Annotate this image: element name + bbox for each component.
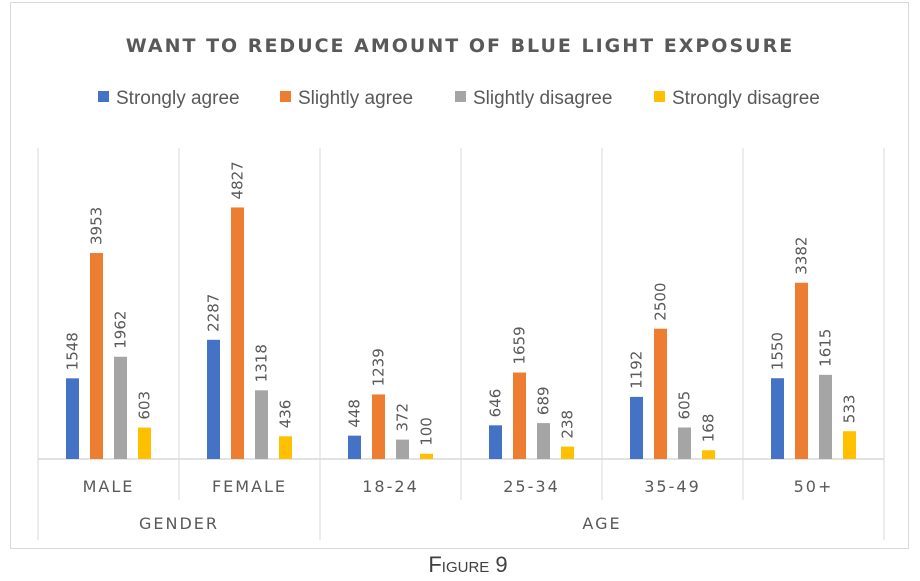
data-label: 238 (559, 410, 577, 439)
category-label: 18-24 (362, 477, 419, 496)
chart-frame (10, 2, 909, 549)
category-label: 25-34 (503, 477, 560, 496)
bar-male-1 (66, 378, 79, 459)
group-labels: GENDER AGE (139, 514, 621, 533)
data-label: 448 (346, 399, 364, 428)
figure-caption: Figure 9 (428, 552, 507, 577)
data-label: 100 (418, 417, 436, 446)
bar-18-24-4 (420, 453, 433, 459)
legend-swatch-4 (654, 91, 665, 102)
bar-18-24-3 (396, 439, 409, 459)
bar-male-4 (138, 427, 151, 459)
category-label: 35-49 (644, 477, 701, 496)
bar-female-4 (279, 436, 292, 459)
category-label: FEMALE (212, 477, 287, 496)
data-label: 1192 (628, 351, 646, 389)
legend: Strongly agree Slightly agree Slightly dis… (98, 88, 820, 109)
group-label-age: AGE (582, 514, 621, 533)
data-label: 1318 (253, 344, 271, 382)
bar-female-3 (255, 390, 268, 459)
bar-25-34-2 (513, 372, 526, 459)
data-label: 168 (700, 414, 718, 443)
data-label: 605 (676, 391, 694, 420)
data-label: 1659 (511, 326, 529, 364)
bar-25-34-3 (537, 423, 550, 459)
data-label: 689 (535, 386, 553, 415)
data-label: 1615 (817, 329, 835, 367)
bar-35-49-4 (702, 450, 715, 459)
data-label: 372 (394, 403, 412, 432)
bar-50--4 (843, 431, 856, 459)
bar-35-49-1 (630, 396, 643, 459)
axes (37, 148, 885, 540)
bar-18-24-2 (372, 394, 385, 459)
data-label: 1239 (370, 348, 388, 386)
bar-18-24-1 (348, 435, 361, 459)
bar-male-3 (114, 356, 127, 459)
bar-35-49-2 (654, 328, 667, 459)
data-label: 2287 (205, 294, 223, 332)
legend-label-4: Strongly disagree (672, 88, 820, 109)
chart-title: WANT TO REDUCE AMOUNT OF BLUE LIGHT EXPO… (126, 35, 794, 57)
bar-50--1 (771, 378, 784, 459)
bar-35-49-3 (678, 427, 691, 459)
data-label: 646 (487, 389, 505, 418)
legend-swatch-3 (455, 91, 466, 102)
data-label: 4827 (229, 161, 247, 199)
bar-male-2 (90, 253, 103, 459)
bar-50--3 (819, 374, 832, 459)
legend-swatch-1 (98, 91, 109, 102)
data-label: 2500 (652, 283, 670, 321)
data-label: 436 (277, 400, 295, 429)
legend-swatch-2 (280, 91, 291, 102)
category-labels: MALE FEMALE 18-24 25-34 35-49 50+ (83, 477, 834, 496)
bar-female-2 (231, 207, 244, 459)
category-label: 50+ (794, 477, 834, 496)
data-label: 1962 (112, 311, 130, 349)
data-label: 3953 (88, 207, 106, 245)
bar-50--2 (795, 282, 808, 459)
data-label: 1550 (769, 332, 787, 370)
legend-label-3: Slightly disagree (473, 88, 612, 109)
bar-25-34-1 (489, 425, 502, 459)
legend-label-2: Slightly agree (298, 88, 413, 109)
data-labels: 1548 3953 1962 603 2287 4827 1318 436 448 1239 372… (64, 161, 859, 446)
bar-25-34-4 (561, 446, 574, 459)
bar-female-1 (207, 339, 220, 459)
data-label: 3382 (793, 237, 811, 275)
data-label: 603 (136, 391, 154, 420)
data-label: 533 (841, 395, 859, 424)
legend-label-1: Strongly agree (116, 88, 240, 109)
data-label: 1548 (64, 332, 82, 370)
group-label-gender: GENDER (139, 514, 219, 533)
category-label: MALE (83, 477, 135, 496)
bars (66, 207, 856, 459)
